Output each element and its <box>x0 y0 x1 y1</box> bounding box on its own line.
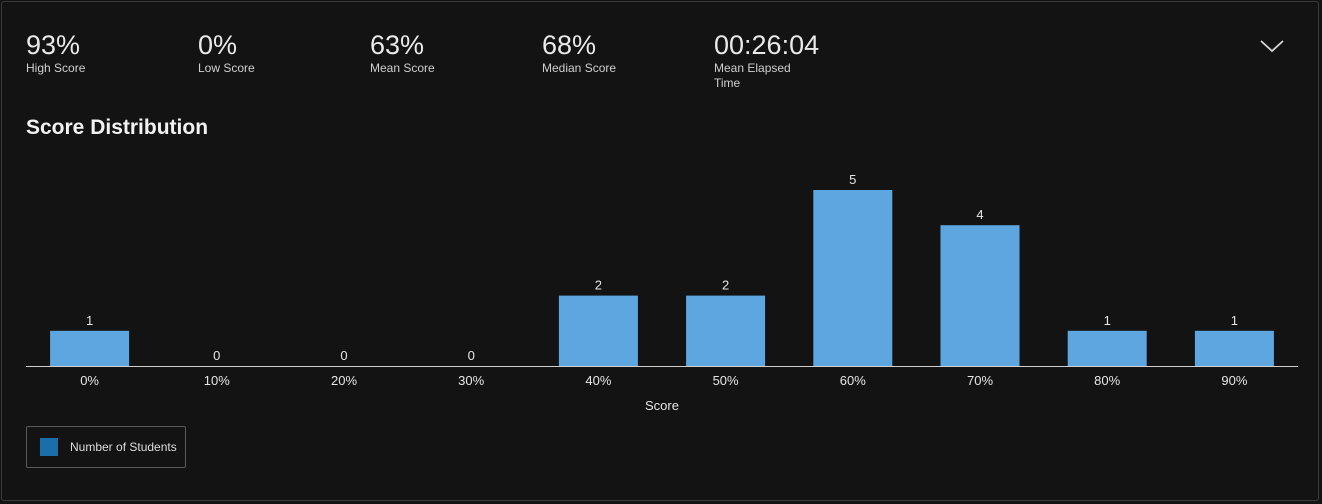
x-tick-label: 30% <box>458 373 484 388</box>
data-label: 2 <box>722 278 729 293</box>
stat-low-score: 0% Low Score <box>198 29 348 76</box>
x-tick-label: 50% <box>713 373 739 388</box>
data-label: 0 <box>340 348 347 363</box>
x-tick-label: 60% <box>840 373 866 388</box>
low-score-label: Low Score <box>198 61 255 75</box>
legend-number-of-students[interactable]: Number of Students <box>26 426 186 468</box>
x-tick-label: 70% <box>967 373 993 388</box>
bar <box>1194 330 1274 366</box>
stat-mean-elapsed-time: 00:26:04 Mean Elapsed Time <box>714 29 864 91</box>
x-tick-label: 20% <box>331 373 357 388</box>
data-label: 5 <box>849 172 856 187</box>
legend-label: Number of Students <box>70 440 177 454</box>
mean-score-value: 63% <box>370 30 425 60</box>
bar <box>686 295 766 366</box>
legend-swatch <box>40 438 58 456</box>
bar <box>813 190 893 366</box>
chart-title: Score Distribution <box>26 116 209 139</box>
data-label: 1 <box>1104 313 1111 328</box>
x-tick-label: 40% <box>585 373 611 388</box>
mean-score-label: Mean Score <box>370 61 435 75</box>
chevron-down-icon[interactable] <box>1259 38 1285 54</box>
high-score-label: High Score <box>26 61 86 75</box>
stats-row: 93% High Score 0% Low Score 63% Mean Sco… <box>2 2 1318 102</box>
bar <box>558 295 638 366</box>
median-score-label: Median Score <box>542 61 617 75</box>
x-tick-label: 80% <box>1094 373 1120 388</box>
mean-elapsed-time-value: 00:26:04 <box>714 30 820 60</box>
bar <box>50 330 130 366</box>
x-axis-title: Score <box>645 398 679 413</box>
bar <box>940 225 1020 366</box>
x-tick-label: 10% <box>204 373 230 388</box>
low-score-value: 0% <box>198 30 238 60</box>
data-label: 0 <box>213 348 220 363</box>
mean-elapsed-time-label-line1: Mean Elapsed <box>714 61 791 75</box>
stat-median-score: 68% Median Score <box>542 29 692 76</box>
data-label: 1 <box>86 313 93 328</box>
bar <box>1067 330 1147 366</box>
data-label: 1 <box>1231 313 1238 328</box>
data-label: 0 <box>468 348 475 363</box>
x-tick-label: 90% <box>1221 373 1247 388</box>
high-score-value: 93% <box>26 30 81 60</box>
stat-mean-score: 63% Mean Score <box>370 29 520 76</box>
score-distribution-chart: 10%010%020%030%240%250%560%470%180%190%S… <box>26 172 1298 413</box>
stat-high-score: 93% High Score <box>26 29 176 76</box>
data-label: 2 <box>595 278 602 293</box>
mean-elapsed-time-label: Mean Elapsed Time <box>714 61 864 91</box>
median-score-value: 68% <box>542 30 597 60</box>
data-label: 4 <box>976 207 983 222</box>
x-tick-label: 0% <box>80 373 99 388</box>
mean-elapsed-time-label-line2: Time <box>714 76 741 90</box>
